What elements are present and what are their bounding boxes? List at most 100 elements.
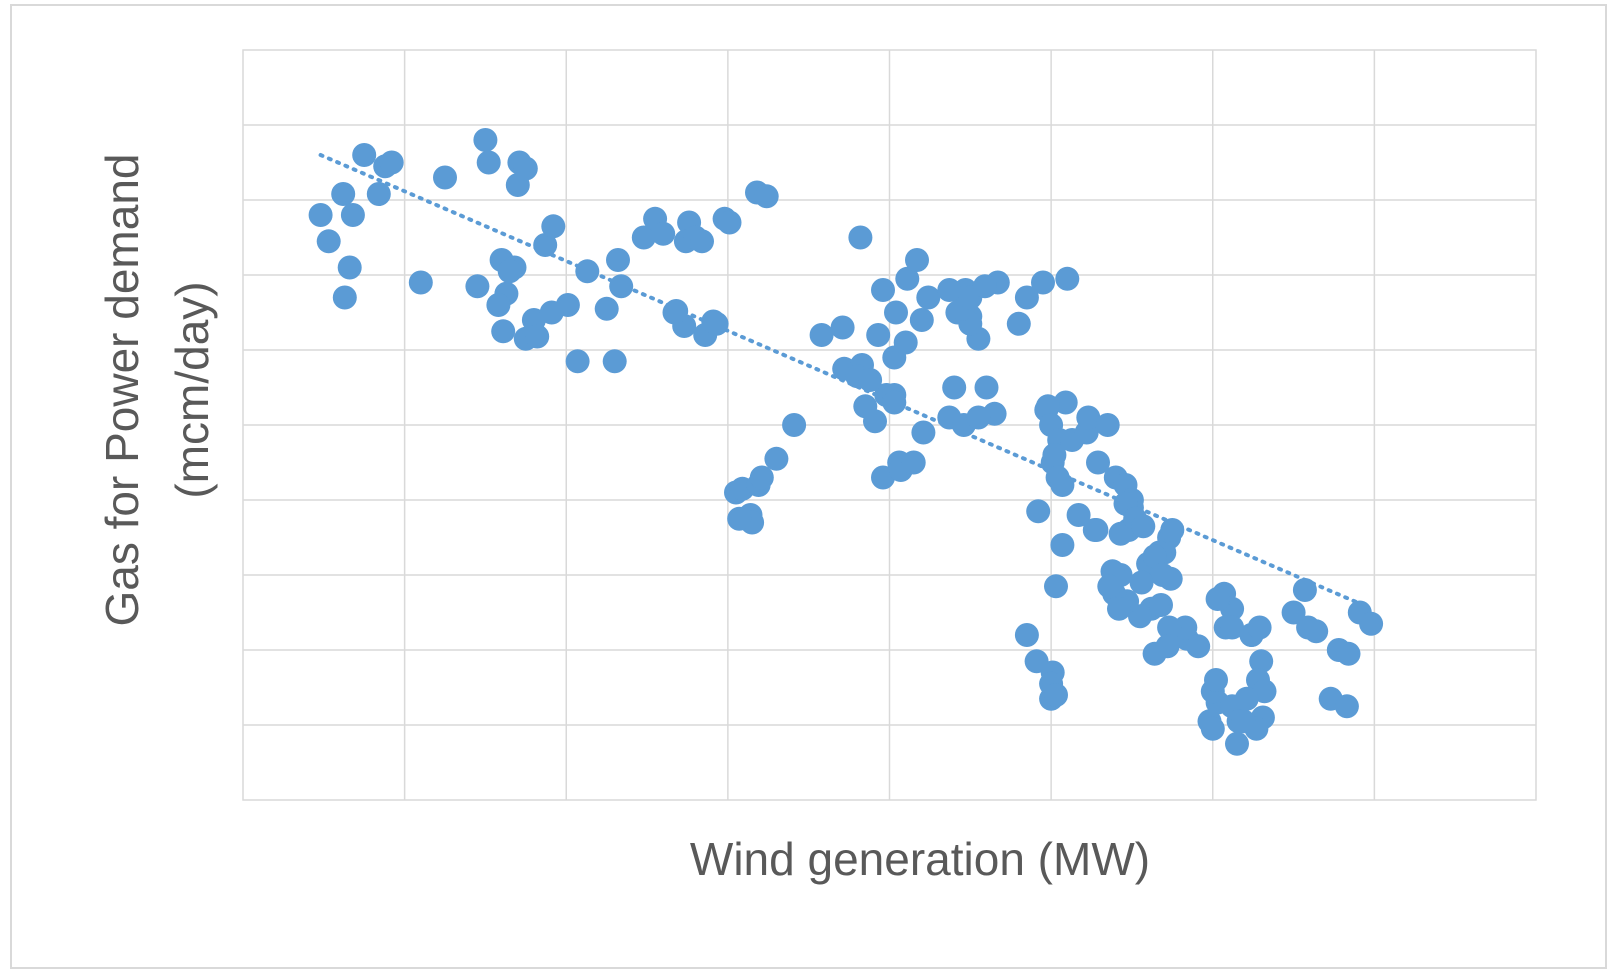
data-point [942, 375, 967, 400]
data-point [473, 128, 498, 152]
data-point [974, 375, 999, 400]
data-point [1050, 473, 1075, 497]
data-point [884, 300, 908, 325]
data-point [764, 446, 789, 471]
data-point [1044, 574, 1068, 599]
data-point [1129, 570, 1154, 595]
data-point [1035, 394, 1060, 419]
data-point [379, 150, 404, 175]
data-point [1292, 578, 1317, 602]
data-point [1026, 499, 1051, 524]
y-axis-label: Gas for Power demand (mcm/day) [96, 153, 218, 626]
data-point [1234, 686, 1259, 711]
data-point [1281, 600, 1306, 625]
data-point [848, 225, 873, 250]
data-point [533, 233, 558, 257]
y-axis-label-line2: (mcm/day) [166, 281, 218, 498]
data-point [1006, 311, 1031, 336]
data-point [701, 309, 726, 334]
data-point [895, 266, 920, 291]
data-point [513, 156, 538, 181]
data-point [901, 450, 926, 475]
data-point [497, 259, 522, 284]
data-point [1336, 641, 1361, 666]
data-point [1157, 615, 1182, 640]
data-point [565, 349, 590, 374]
data-point [651, 221, 676, 246]
data-point [717, 210, 742, 235]
y-axis-label-line1: Gas for Power demand [96, 153, 148, 626]
data-point [340, 203, 365, 227]
data-point [486, 293, 511, 317]
data-point [594, 296, 619, 321]
data-point [606, 248, 630, 272]
data-point [909, 308, 934, 332]
data-point [1086, 450, 1110, 475]
data-point [1066, 503, 1091, 527]
data-point [1231, 709, 1256, 734]
data-point [1097, 574, 1122, 599]
data-point [1200, 716, 1225, 741]
data-point [631, 225, 656, 250]
data-point [1031, 270, 1055, 295]
data-point [893, 330, 918, 355]
data-point [609, 274, 634, 299]
data-point [1082, 518, 1107, 542]
data-point [337, 255, 362, 280]
data-point [1131, 514, 1156, 539]
data-point [1014, 623, 1039, 647]
data-point [491, 319, 516, 344]
data-point [525, 324, 550, 349]
data-point [1149, 593, 1173, 617]
data-point [316, 229, 341, 254]
plot-area-border [242, 49, 1537, 801]
data-point [916, 285, 941, 310]
data-point [1095, 413, 1120, 437]
data-point [1050, 533, 1075, 557]
data-point [937, 278, 962, 302]
data-point [754, 184, 779, 209]
data-point [1205, 587, 1230, 611]
data-point [1247, 615, 1272, 640]
data-point [1304, 619, 1329, 644]
data-point [1204, 668, 1228, 692]
data-point [966, 405, 991, 430]
data-point [866, 323, 891, 347]
data-points [308, 128, 1384, 756]
data-point [308, 203, 333, 227]
data-point [433, 165, 457, 190]
data-point [408, 270, 433, 295]
data-point [882, 390, 907, 415]
data-point [352, 143, 377, 167]
data-point [1107, 596, 1131, 621]
data-point [1044, 683, 1068, 707]
data-point [1334, 694, 1359, 719]
data-point [809, 323, 834, 347]
data-point [1142, 544, 1167, 569]
data-point [1225, 731, 1249, 756]
gridlines [243, 50, 1536, 800]
chart-frame [10, 4, 1607, 969]
data-point [1155, 634, 1180, 659]
data-point [911, 420, 936, 445]
data-point [871, 278, 895, 302]
x-axis-label: Wind generation (MW) [690, 833, 1150, 885]
data-point [690, 229, 714, 254]
data-point [1108, 521, 1133, 546]
data-point [727, 506, 752, 531]
data-point [575, 259, 600, 284]
data-point [905, 248, 929, 272]
data-point [1055, 266, 1080, 291]
data-point [830, 315, 855, 340]
data-point [366, 182, 391, 206]
data-point [331, 182, 356, 206]
data-point [1186, 634, 1211, 659]
data-point [465, 274, 490, 299]
data-point [1160, 518, 1185, 542]
data-point [539, 300, 564, 325]
data-point [863, 409, 887, 434]
data-point [1053, 390, 1078, 415]
data-point [1042, 443, 1067, 467]
data-point [1220, 615, 1245, 640]
